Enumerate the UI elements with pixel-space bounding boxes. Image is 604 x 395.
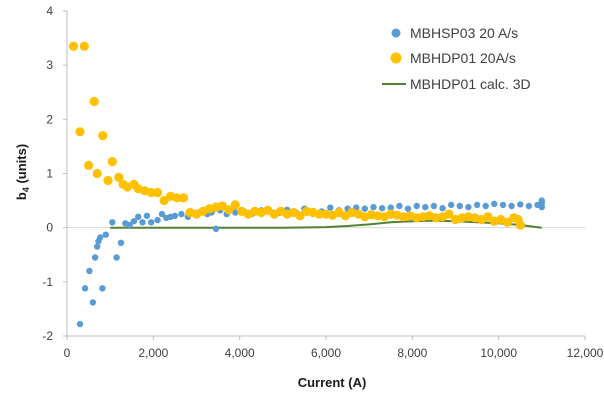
data-point-mbhsp03 — [525, 202, 533, 210]
data-point-mbhsp03 — [538, 197, 545, 204]
legend-label-mbhsp03: MBHSP03 20 A/s — [410, 25, 518, 41]
tick-labels: -2 -1 0 1 2 3 4 0 2,000 4,000 6,000 8,000 10,000 12,0… — [42, 4, 603, 360]
data-point-mbhsp03 — [97, 234, 104, 241]
x-tick-label: 12,000 — [567, 346, 604, 360]
data-point-mbhdp01 — [230, 200, 240, 210]
data-point-mbhsp03 — [99, 285, 106, 292]
data-point-mbhdp01 — [89, 96, 99, 107]
data-point-mbhsp03 — [413, 202, 420, 210]
x-tick-label: 8,000 — [397, 346, 427, 360]
x-axis-title: Current (A) — [298, 375, 367, 390]
data-point-mbhsp03 — [508, 202, 515, 210]
x-tick-label: 10,000 — [480, 346, 517, 360]
data-point-mbhsp03 — [387, 204, 394, 211]
data-point-mbhdp01 — [79, 41, 89, 51]
data-point-mbhsp03 — [171, 212, 179, 219]
data-point-mbhdp01 — [314, 209, 325, 219]
data-point-mbhdp01 — [224, 205, 234, 215]
legend-label-calc-3d: MBHDP01 calc. 3D — [410, 76, 531, 92]
data-point-mbhdp01 — [179, 193, 189, 203]
data-point-mbhsp03 — [178, 210, 185, 218]
data-point-mbhdp01 — [92, 168, 102, 179]
data-point-mbhsp03 — [89, 299, 97, 306]
y-tick-label: 2 — [46, 112, 53, 126]
data-point-mbhsp03 — [148, 219, 155, 226]
legend-label-mbhdp01: MBHDP01 20A/s — [410, 50, 516, 66]
data-point-mbhsp03 — [158, 210, 166, 218]
data-point-mbhsp03 — [491, 200, 498, 207]
data-point-mbhsp03 — [378, 205, 386, 212]
legend-marker-mbhdp01 — [390, 52, 402, 64]
x-tick-label: 2,000 — [138, 346, 168, 360]
y-axis-title-main: b — [14, 192, 29, 200]
data-point-mbhdp01 — [114, 172, 124, 182]
y-axis-title: b4 (units) — [14, 144, 31, 200]
data-point-mbhdp01 — [502, 217, 512, 227]
data-point-mbhdp01 — [153, 187, 163, 198]
data-point-mbhdp01 — [98, 131, 108, 141]
data-point-mbhsp03 — [517, 201, 524, 208]
data-point-mbhsp03 — [126, 221, 133, 229]
data-point-mbhsp03 — [143, 212, 151, 219]
data-point-mbhsp03 — [473, 201, 481, 209]
data-point-mbhsp03 — [482, 202, 489, 210]
data-point-mbhdp01 — [68, 41, 79, 51]
data-point-mbhsp03 — [86, 267, 93, 275]
data-point-mbhsp03 — [135, 213, 142, 220]
data-point-mbhsp03 — [139, 219, 146, 226]
data-point-mbhdp01 — [103, 175, 113, 186]
y-tick-label: 0 — [46, 221, 53, 235]
data-point-mbhsp03 — [81, 285, 89, 292]
y-tick-label: -1 — [42, 275, 53, 289]
legend-marker-mbhsp03 — [391, 28, 401, 38]
data-point-mbhsp03 — [117, 239, 125, 246]
data-point-mbhsp03 — [448, 201, 455, 209]
data-point-mbhsp03 — [232, 209, 239, 216]
data-point-mbhdp01 — [444, 209, 454, 219]
x-tick-label: 4,000 — [225, 346, 255, 360]
data-point-mbhsp03 — [113, 254, 120, 261]
data-point-mbhsp03 — [538, 203, 545, 211]
data-point-mbhsp03 — [404, 205, 412, 212]
data-point-mbhsp03 — [212, 225, 220, 232]
y-axis-title-subscript: 4 — [21, 187, 31, 192]
x-tick-label: 6,000 — [311, 346, 341, 360]
data-point-mbhsp03 — [130, 218, 138, 225]
data-point-mbhsp03 — [456, 202, 463, 210]
data-point-mbhsp03 — [154, 216, 161, 224]
data-point-mbhdp01 — [107, 157, 117, 167]
data-point-mbhsp03 — [361, 205, 368, 212]
data-point-mbhdp01 — [172, 193, 182, 203]
data-point-mbhsp03 — [465, 203, 472, 211]
legend: MBHSP03 20 A/s MBHDP01 20A/s MBHDP01 cal… — [382, 25, 531, 92]
data-point-mbhsp03 — [422, 203, 429, 211]
data-point-mbhsp03 — [396, 202, 403, 210]
y-axis-title-unit: (units) — [14, 144, 29, 187]
y-tick-label: -2 — [42, 329, 53, 343]
data-point-mbhdp01 — [75, 127, 85, 137]
data-point-mbhdp01 — [295, 211, 305, 221]
data-point-mbhdp01 — [483, 212, 493, 222]
data-point-mbhdp01 — [513, 214, 523, 225]
data-point-mbhsp03 — [327, 204, 334, 211]
data-point-mbhsp03 — [102, 231, 110, 238]
y-tick-label: 4 — [46, 4, 53, 18]
y-tick-label: 3 — [46, 58, 53, 72]
data-point-mbhdp01 — [84, 160, 94, 170]
data-point-mbhdp01 — [146, 187, 156, 198]
data-point-mbhsp03 — [91, 254, 99, 261]
data-point-mbhsp03 — [370, 203, 377, 211]
data-point-mbhsp03 — [430, 202, 438, 210]
data-point-mbhdp01 — [159, 196, 169, 206]
data-point-mbhsp03 — [439, 205, 446, 212]
data-point-mbhsp03 — [94, 243, 101, 250]
data-point-mbhsp03 — [109, 219, 116, 226]
y-tick-label: 1 — [46, 167, 53, 181]
data-point-mbhsp03 — [76, 320, 84, 328]
x-tick-label: 0 — [64, 346, 71, 360]
data-point-mbhsp03 — [499, 201, 507, 209]
scatter-points — [68, 41, 545, 328]
